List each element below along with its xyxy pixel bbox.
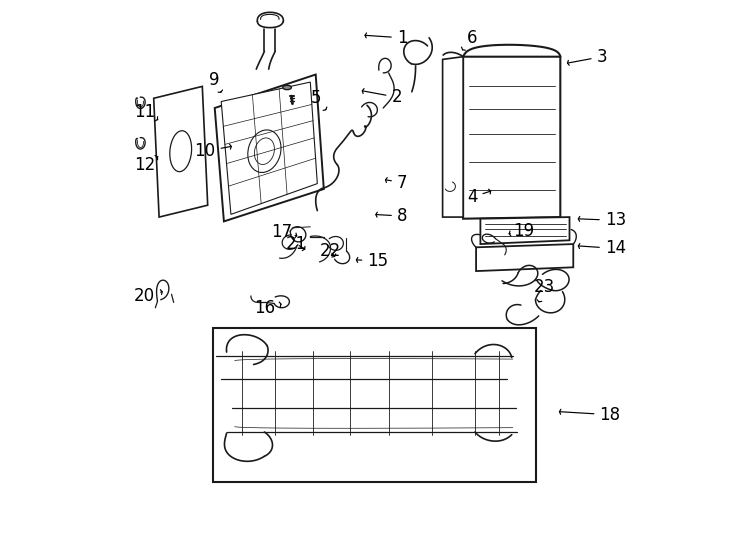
Text: 16: 16 [254,299,281,317]
Text: 5: 5 [310,89,327,110]
Text: 3: 3 [567,48,607,66]
Text: 15: 15 [357,252,388,270]
Text: 18: 18 [559,406,620,424]
Polygon shape [221,82,317,214]
Text: 19: 19 [509,222,534,240]
Text: 11: 11 [134,103,158,121]
Text: 10: 10 [195,142,231,160]
Text: 14: 14 [578,239,626,258]
Text: 1: 1 [365,29,407,47]
Polygon shape [443,57,463,217]
Text: 13: 13 [578,211,626,230]
Text: 8: 8 [376,207,407,225]
Polygon shape [476,244,573,271]
Text: 7: 7 [385,173,407,192]
Text: 9: 9 [209,71,222,92]
Polygon shape [480,217,570,244]
Polygon shape [463,57,560,219]
Text: 23: 23 [534,278,555,302]
Text: 22: 22 [319,242,341,260]
Bar [213,328,536,482]
Text: 17: 17 [271,223,297,241]
Polygon shape [215,75,324,221]
Ellipse shape [283,85,291,90]
Text: 20: 20 [134,287,162,305]
Text: 4: 4 [467,188,490,206]
Text: 12: 12 [134,156,158,174]
Text: 2: 2 [363,88,402,106]
Polygon shape [153,86,208,217]
Text: 6: 6 [462,29,478,50]
Text: 21: 21 [286,235,308,253]
